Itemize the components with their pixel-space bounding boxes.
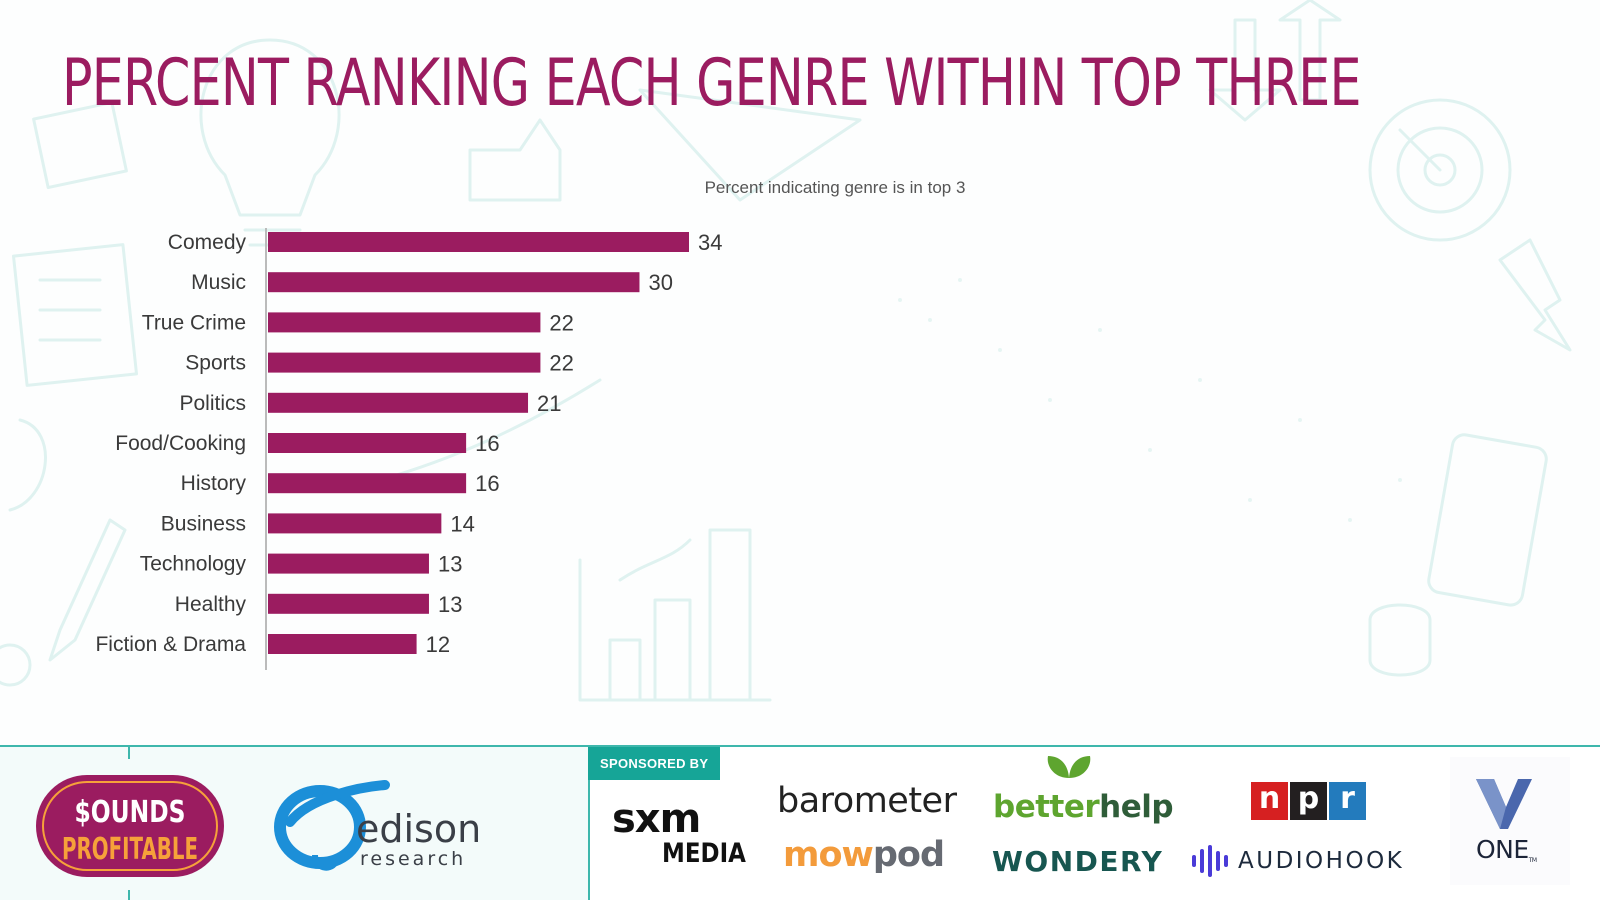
footer: $OUNDS PROFITABLE edison research SPONSO… bbox=[0, 745, 1600, 900]
bar bbox=[268, 232, 689, 252]
audiohook-wave-icon bbox=[1192, 845, 1228, 877]
mowpod-logo[interactable]: mowpod bbox=[783, 835, 945, 875]
genre-bar-chart: Percent indicating genre is in top 3 Com… bbox=[95, 178, 966, 670]
bar bbox=[268, 473, 467, 494]
edison-sub: research bbox=[360, 848, 466, 870]
category-label: Sports bbox=[185, 352, 246, 375]
one-v-mark-icon bbox=[1476, 779, 1532, 829]
npr-logo[interactable]: n p r bbox=[1251, 782, 1366, 820]
wondery-logo[interactable]: WONDERY bbox=[992, 845, 1164, 878]
data-label: 22 bbox=[549, 351, 573, 376]
category-label: Comedy bbox=[168, 231, 247, 254]
bar bbox=[268, 593, 429, 614]
background-doodles bbox=[0, 0, 1572, 702]
bars-group: Comedy 34 Music 30 True Crime 22 Sports 22 Polit… bbox=[95, 230, 722, 657]
data-label: 12 bbox=[426, 632, 450, 657]
sounds-profitable-line1: $OUNDS bbox=[75, 795, 186, 830]
bar bbox=[268, 634, 417, 654]
category-label: Business bbox=[161, 512, 246, 535]
one-trademark: TM bbox=[1528, 857, 1537, 864]
category-label: Healthy bbox=[175, 593, 247, 616]
bar bbox=[268, 312, 541, 333]
npr-letter-r: r bbox=[1329, 782, 1366, 820]
bar bbox=[268, 553, 429, 574]
category-label: Music bbox=[191, 271, 246, 294]
npr-letter-n: n bbox=[1251, 782, 1288, 820]
data-label: 22 bbox=[549, 310, 573, 335]
betterhelp-part2: help bbox=[1099, 789, 1174, 825]
data-label: 16 bbox=[475, 431, 499, 456]
betterhelp-part1: better bbox=[993, 789, 1100, 825]
divider-tick bbox=[128, 890, 130, 900]
mowpod-part1: mow bbox=[783, 835, 874, 875]
footer-left-panel: $OUNDS PROFITABLE edison research bbox=[0, 747, 590, 900]
mowpod-part2: pod bbox=[872, 835, 945, 875]
data-label: 30 bbox=[648, 270, 672, 295]
bar bbox=[268, 392, 529, 413]
divider-tick bbox=[128, 747, 130, 759]
category-label: Politics bbox=[179, 392, 246, 415]
sponsored-by-tag: SPONSORED BY bbox=[588, 747, 721, 780]
slide-title: PERCENT RANKING EACH GENRE WITHIN TOP TH… bbox=[62, 46, 1362, 121]
one-text-main: ONE bbox=[1476, 835, 1529, 864]
sounds-profitable-logo[interactable]: $OUNDS PROFITABLE bbox=[34, 773, 226, 879]
chart-subtitle: Percent indicating genre is in top 3 bbox=[705, 178, 966, 197]
edison-research-logo[interactable]: edison research bbox=[270, 777, 500, 877]
one-logo[interactable]: ONETM bbox=[1450, 757, 1570, 885]
sxm-line1: sxm bbox=[612, 796, 701, 842]
sxm-media-logo[interactable]: sxm MEDIA bbox=[612, 799, 761, 869]
data-label: 14 bbox=[450, 511, 474, 536]
audiohook-logo[interactable]: AUDIOHOOK bbox=[1190, 845, 1404, 877]
one-text: ONETM bbox=[1476, 835, 1537, 864]
bar bbox=[268, 352, 541, 373]
sounds-profitable-line2: PROFITABLE bbox=[62, 831, 198, 866]
category-label: Technology bbox=[140, 553, 247, 576]
data-label: 16 bbox=[475, 471, 499, 496]
data-label: 21 bbox=[537, 391, 561, 416]
bar bbox=[268, 433, 467, 453]
data-label: 34 bbox=[698, 230, 722, 255]
category-label: True Crime bbox=[142, 311, 246, 334]
audiohook-text: AUDIOHOOK bbox=[1238, 848, 1405, 874]
betterhelp-logo[interactable]: betterhelp bbox=[993, 789, 1174, 825]
bar bbox=[268, 272, 640, 293]
npr-letter-p: p bbox=[1290, 782, 1327, 820]
category-label: Fiction & Drama bbox=[95, 633, 246, 656]
bar bbox=[268, 513, 442, 534]
category-label: Food/Cooking bbox=[115, 432, 246, 455]
data-label: 13 bbox=[438, 552, 462, 577]
data-label: 13 bbox=[438, 592, 462, 617]
edison-name: edison bbox=[356, 807, 481, 851]
sxm-line2: MEDIA bbox=[662, 838, 746, 869]
barometer-logo[interactable]: barometer bbox=[777, 781, 957, 821]
betterhelp-leaf-icon bbox=[1047, 756, 1091, 778]
category-label: History bbox=[181, 472, 247, 495]
